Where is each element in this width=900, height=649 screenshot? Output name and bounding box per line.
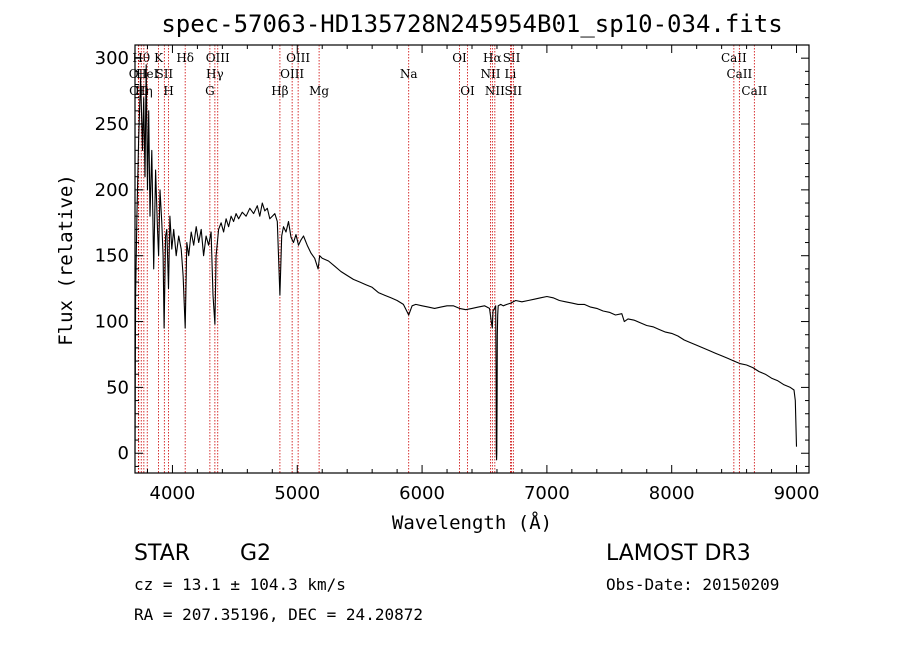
marker-label-24: SII — [504, 84, 522, 98]
marker-label-22: Li — [505, 67, 517, 81]
x-tick-label-2: 6000 — [399, 483, 445, 504]
observation-date: Obs-Date: 20150209 — [606, 575, 779, 594]
chart-title: spec-57063-HD135728N245954B01_sp10-034.f… — [161, 10, 782, 38]
y-tick-label-5: 250 — [95, 114, 129, 135]
marker-label-27: CaII — [741, 84, 767, 98]
x-axis-label: Wavelength (Å) — [392, 511, 552, 534]
marker-label-17: OI — [452, 51, 467, 65]
x-tick-label-1: 5000 — [274, 483, 320, 504]
marker-label-18: OI — [460, 84, 475, 98]
marker-label-25: CaII — [721, 51, 747, 65]
line-markers: OIIOIIHθHηHeIKSIIHHδGHγOIIIHβOIIIOIIIMgN… — [129, 45, 767, 473]
redshift-info: cz = 13.1 ± 104.3 km/s — [134, 575, 346, 594]
x-tick-label-4: 8000 — [649, 483, 695, 504]
y-tick-label-1: 50 — [106, 377, 129, 398]
marker-label-6: SII — [155, 67, 173, 81]
y-tick-label-2: 100 — [95, 312, 129, 333]
x-tick-label-5: 9000 — [774, 483, 820, 504]
marker-label-14: OIII — [286, 51, 310, 65]
y-tick-label-0: 0 — [118, 443, 129, 464]
marker-label-10: Hγ — [206, 67, 224, 81]
axis-ticks: 4000 5000 6000 7000 8000 9000 0 50 100 150 200 250 3… — [95, 45, 820, 504]
marker-label-12: Hβ — [271, 84, 288, 98]
x-tick-label-3: 7000 — [524, 483, 570, 504]
coordinates: RA = 207.35196, DEC = 24.20872 — [134, 605, 423, 624]
object-subclass: G2 — [240, 541, 271, 566]
plot-frame — [134, 44, 810, 474]
y-tick-label-6: 300 — [95, 48, 129, 69]
x-tick-label-0: 4000 — [150, 483, 196, 504]
marker-label-23: SII — [503, 51, 521, 65]
marker-label-8: Hδ — [176, 51, 194, 65]
spectrum-line-0 — [134, 64, 798, 461]
marker-label-13: OIII — [280, 67, 304, 81]
object-class: STAR — [134, 541, 190, 566]
marker-label-21: NII — [485, 84, 505, 98]
marker-label-26: CaII — [726, 67, 752, 81]
y-tick-label-3: 150 — [95, 246, 129, 267]
marker-label-7: H — [163, 84, 173, 98]
marker-label-0: OII — [129, 67, 149, 81]
marker-label-20: Hα — [483, 51, 502, 65]
marker-label-15: Mg — [309, 84, 329, 98]
marker-label-3: Hη — [135, 84, 153, 98]
y-tick-label-4: 200 — [95, 180, 129, 201]
survey-name: LAMOST DR3 — [606, 541, 751, 566]
y-axis-label: Flux (relative) — [55, 174, 77, 346]
marker-label-19: NII — [480, 67, 500, 81]
marker-label-9: G — [205, 84, 215, 98]
marker-label-5: K — [154, 51, 164, 65]
series-layer — [134, 64, 798, 461]
marker-label-11: OIII — [206, 51, 230, 65]
marker-label-16: Na — [400, 67, 418, 81]
marker-label-4: HeI — [136, 67, 159, 81]
